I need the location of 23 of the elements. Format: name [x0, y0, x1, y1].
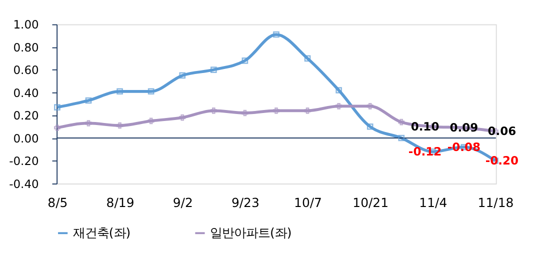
x-tick-label: 11/18: [478, 195, 514, 210]
x-tick-label: 8/19: [106, 195, 134, 210]
y-tick-label: 0.80: [13, 40, 39, 54]
y-tick-label: 1.00: [13, 18, 39, 32]
y-tick-label: -0.20: [9, 154, 39, 168]
x-tick-label: 9/23: [231, 195, 260, 210]
legend-label: 일반아파트(좌): [210, 224, 292, 240]
y-tick-label: 0.20: [13, 108, 39, 123]
y-tick-label: 0.60: [13, 63, 39, 78]
x-tick-label: 10/7: [294, 195, 322, 210]
x-tick-label: 11/4: [419, 195, 448, 210]
data-label: -0.08: [447, 140, 481, 154]
data-label: 0.06: [488, 124, 516, 138]
data-label: -0.20: [485, 154, 519, 168]
legend-label: 재건축(좌): [72, 224, 131, 240]
y-tick-label: 0.00: [13, 131, 39, 146]
y-tick-label: 0.40: [13, 86, 39, 100]
x-tick-label: 10/21: [352, 195, 389, 210]
y-tick-label: -0.40: [9, 176, 39, 191]
x-tick-label: 8/5: [48, 195, 68, 210]
data-label: 0.10: [410, 119, 440, 134]
x-tick-label: 9/2: [172, 195, 193, 210]
data-label: 0.09: [450, 120, 478, 135]
